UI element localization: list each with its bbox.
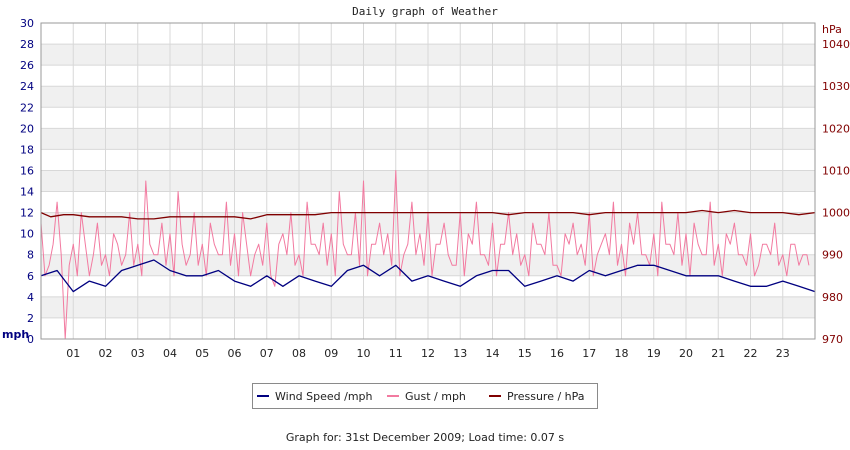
- x-tick-label: 23: [776, 347, 790, 360]
- series-wind-speed-mph: [40, 259, 816, 293]
- x-tick-label: 14: [486, 347, 500, 360]
- y-right-tick-label: 980: [822, 291, 843, 304]
- legend-item-gust: Gust / mph: [387, 390, 466, 403]
- y-left-tick-label: 10: [20, 228, 34, 241]
- series-gust-mph: [40, 170, 810, 340]
- y-left-tick-label: 8: [27, 249, 34, 262]
- x-tick-label: 03: [131, 347, 145, 360]
- y-left-tick-label: 6: [27, 270, 34, 283]
- x-tick-label: 22: [744, 347, 758, 360]
- y-right-tick-label: 990: [822, 249, 843, 262]
- legend-gust-label: Gust / mph: [405, 390, 466, 403]
- x-tick-label: 04: [163, 347, 177, 360]
- x-tick-label: 01: [66, 347, 80, 360]
- legend-item-wind: Wind Speed /mph: [257, 390, 373, 403]
- x-tick-label: 20: [679, 347, 693, 360]
- wind-swatch: [257, 395, 269, 397]
- y-left-tick-label: 12: [20, 207, 34, 220]
- x-tick-label: 02: [99, 347, 113, 360]
- y-right-tick-label: 1000: [822, 207, 850, 220]
- x-tick-label: 07: [260, 347, 274, 360]
- y-left-tick-label: 22: [20, 101, 34, 114]
- y-left-tick-label: 16: [20, 164, 34, 177]
- series-layer: [40, 170, 816, 340]
- x-tick-label: 11: [389, 347, 403, 360]
- y-left-tick-label: 28: [20, 38, 34, 51]
- x-tick-label: 12: [421, 347, 435, 360]
- y-left-tick-label: 2: [27, 312, 34, 325]
- x-tick-label: 13: [453, 347, 467, 360]
- y-left-tick-label: 30: [20, 17, 34, 30]
- x-tick-label: 17: [582, 347, 596, 360]
- x-tick-label: 09: [324, 347, 338, 360]
- x-tick-label: 10: [357, 347, 371, 360]
- x-tick-label: 18: [615, 347, 629, 360]
- axis-layer: 0246810121416182022242628309709809901000…: [2, 17, 850, 360]
- legend-item-pressure: Pressure / hPa: [489, 390, 585, 403]
- footer-status: Graph for: 31st December 2009; Load time…: [285, 431, 565, 444]
- legend-wind-label: Wind Speed /mph: [275, 390, 373, 403]
- x-tick-label: 21: [711, 347, 725, 360]
- plot-frame: [40, 22, 816, 340]
- chart-legend: Wind Speed /mph Gust / mph Pressure / hP…: [252, 383, 598, 409]
- y-right-tick-label: 1010: [822, 164, 850, 177]
- y-left-tick-label: 24: [20, 80, 34, 93]
- x-tick-label: 05: [195, 347, 209, 360]
- series-pressure-hpa: [40, 209, 816, 220]
- gust-swatch: [387, 395, 399, 397]
- y-left-tick-label: 20: [20, 122, 34, 135]
- x-tick-label: 16: [550, 347, 564, 360]
- legend-pressure-label: Pressure / hPa: [507, 390, 585, 403]
- y-left-tick-label: 18: [20, 143, 34, 156]
- y-right-tick-label: 1020: [822, 122, 850, 135]
- x-tick-label: 06: [228, 347, 242, 360]
- y-left-axis-label: mph: [2, 328, 29, 341]
- y-right-tick-label: 1040: [822, 38, 850, 51]
- y-right-tick-label: 1030: [822, 80, 850, 93]
- chart-title: Daily graph of Weather: [352, 5, 498, 18]
- y-left-tick-label: 14: [20, 186, 34, 199]
- x-tick-label: 15: [518, 347, 532, 360]
- y-left-tick-label: 26: [20, 59, 34, 72]
- y-left-tick-label: 0: [27, 333, 34, 346]
- x-tick-label: 08: [292, 347, 306, 360]
- x-tick-label: 19: [647, 347, 661, 360]
- y-left-tick-label: 4: [27, 291, 34, 304]
- y-right-axis-label: hPa: [822, 23, 842, 36]
- y-right-tick-label: 970: [822, 333, 843, 346]
- pressure-swatch: [489, 395, 501, 397]
